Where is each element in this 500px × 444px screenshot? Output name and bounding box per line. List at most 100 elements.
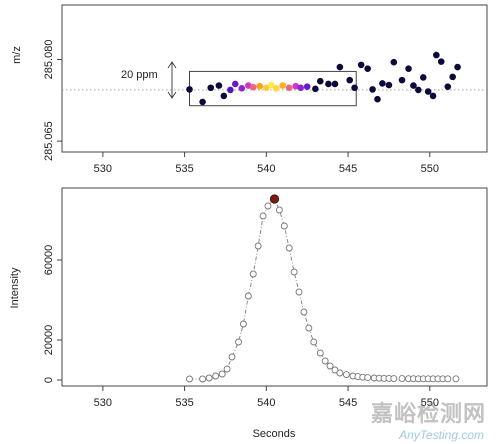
scatter-point-in-window	[256, 82, 264, 90]
scatter-point-in-window	[249, 83, 257, 91]
scatter-x-tick-label: 550	[421, 163, 439, 175]
intensity-point	[290, 268, 298, 276]
scatter-point	[374, 95, 381, 103]
scatter-y-axis-title: m/z	[11, 46, 23, 64]
scatter-point	[410, 82, 417, 89]
watermark-logo: 嘉峪检测网	[370, 402, 486, 427]
scatter-y-tick-label: 285.080	[43, 40, 55, 80]
scatter-point	[207, 84, 215, 92]
scatter-point-in-window	[231, 80, 239, 88]
intensity-point	[275, 206, 283, 214]
intensity-point	[326, 362, 334, 370]
scatter-point-in-window	[297, 84, 304, 92]
scatter-point	[312, 85, 319, 93]
peak-point	[269, 194, 280, 204]
intensity-point	[212, 372, 220, 380]
scatter-point	[325, 80, 332, 88]
intensity-x-axis: 530 535 540 545 550	[94, 386, 439, 409]
scatter-point	[215, 82, 223, 89]
intensity-point	[321, 357, 329, 365]
intensity-point	[398, 375, 406, 383]
scatter-point-in-window	[238, 85, 246, 92]
scatter-point	[424, 88, 432, 95]
intensity-y-axis-title: Intensity	[9, 267, 21, 308]
intensity-point	[239, 320, 247, 328]
intensity-x-tick-label: 540	[257, 397, 275, 409]
intensity-point	[235, 338, 242, 346]
intensity-x-tick-label: 545	[339, 397, 357, 409]
intensity-point	[295, 288, 303, 296]
intensity-point	[444, 375, 452, 383]
intensity-point	[364, 374, 372, 382]
scatter-point	[369, 86, 376, 93]
scatter-point	[364, 65, 371, 72]
scatter-point	[390, 58, 398, 66]
scatter-point	[449, 73, 456, 81]
intensity-point	[264, 202, 272, 210]
scatter-point-in-window	[272, 85, 280, 92]
intensity-point	[316, 349, 324, 357]
intensity-x-tick-label: 530	[94, 397, 112, 409]
intensity-point	[205, 374, 213, 382]
scatter-point	[316, 77, 324, 85]
watermark-url: AnyTesting.com	[399, 428, 484, 442]
scatter-point	[437, 58, 445, 65]
scatter-point	[357, 61, 365, 69]
scatter-point-in-window	[279, 82, 286, 89]
scatter-point	[331, 80, 339, 88]
scatter-point-in-window	[267, 81, 275, 89]
scatter-point	[199, 98, 206, 106]
intensity-point	[300, 308, 308, 316]
intensity-y-axis: 0 20000 60000	[43, 245, 62, 383]
scatter-point	[346, 76, 353, 84]
intensity-point	[285, 244, 293, 252]
intensity-point	[310, 338, 318, 346]
scatter-x-tick-label: 535	[175, 163, 193, 175]
intensity-point	[390, 375, 398, 383]
intensity-panel-frame	[61, 187, 488, 387]
intensity-point	[342, 371, 350, 379]
scatter-x-axis: 530 535 540 545 550	[94, 152, 439, 175]
intensity-point	[331, 366, 339, 374]
scatter-points	[186, 51, 461, 106]
scatter-point	[433, 51, 440, 59]
intensity-point	[259, 212, 267, 220]
intensity-point	[336, 369, 344, 377]
intensity-point	[186, 375, 193, 383]
scatter-point	[379, 80, 386, 87]
scatter-x-tick-label: 545	[339, 163, 357, 175]
scatter-point	[186, 86, 193, 93]
scatter-point	[220, 92, 228, 100]
scatter-point	[454, 63, 461, 71]
intensity-points	[186, 194, 460, 383]
scatter-point-in-window	[227, 86, 234, 94]
scatter-point	[405, 65, 412, 72]
intensity-y-tick-label: 60000	[43, 245, 55, 276]
scatter-point	[351, 84, 358, 92]
scatter-y-axis: 285.065 285.080	[43, 40, 62, 161]
intensity-point	[305, 324, 313, 332]
scatter-x-tick-label: 530	[94, 163, 112, 175]
scatter-panel-frame	[61, 4, 488, 153]
ppm-arrow	[167, 61, 177, 99]
intensity-point	[228, 353, 236, 361]
intensity-point	[280, 222, 288, 230]
scatter-point	[415, 86, 422, 94]
scatter-point	[336, 63, 344, 71]
scatter-x-tick-label: 540	[257, 163, 275, 175]
intensity-point	[249, 270, 257, 278]
scatter-point	[385, 81, 393, 89]
scatter-point-in-window	[263, 84, 270, 92]
intensity-point	[254, 242, 262, 250]
intensity-point	[199, 375, 207, 383]
scatter-point	[444, 83, 452, 90]
intensity-point	[244, 292, 252, 300]
intensity-y-tick-label: 20000	[43, 325, 55, 356]
scatter-point	[429, 92, 437, 100]
scatter-point	[398, 76, 406, 84]
intensity-point	[218, 370, 226, 378]
scatter-y-tick-label: 285.065	[43, 121, 55, 161]
scatter-point-in-window	[303, 83, 311, 90]
intensity-point	[223, 365, 231, 373]
